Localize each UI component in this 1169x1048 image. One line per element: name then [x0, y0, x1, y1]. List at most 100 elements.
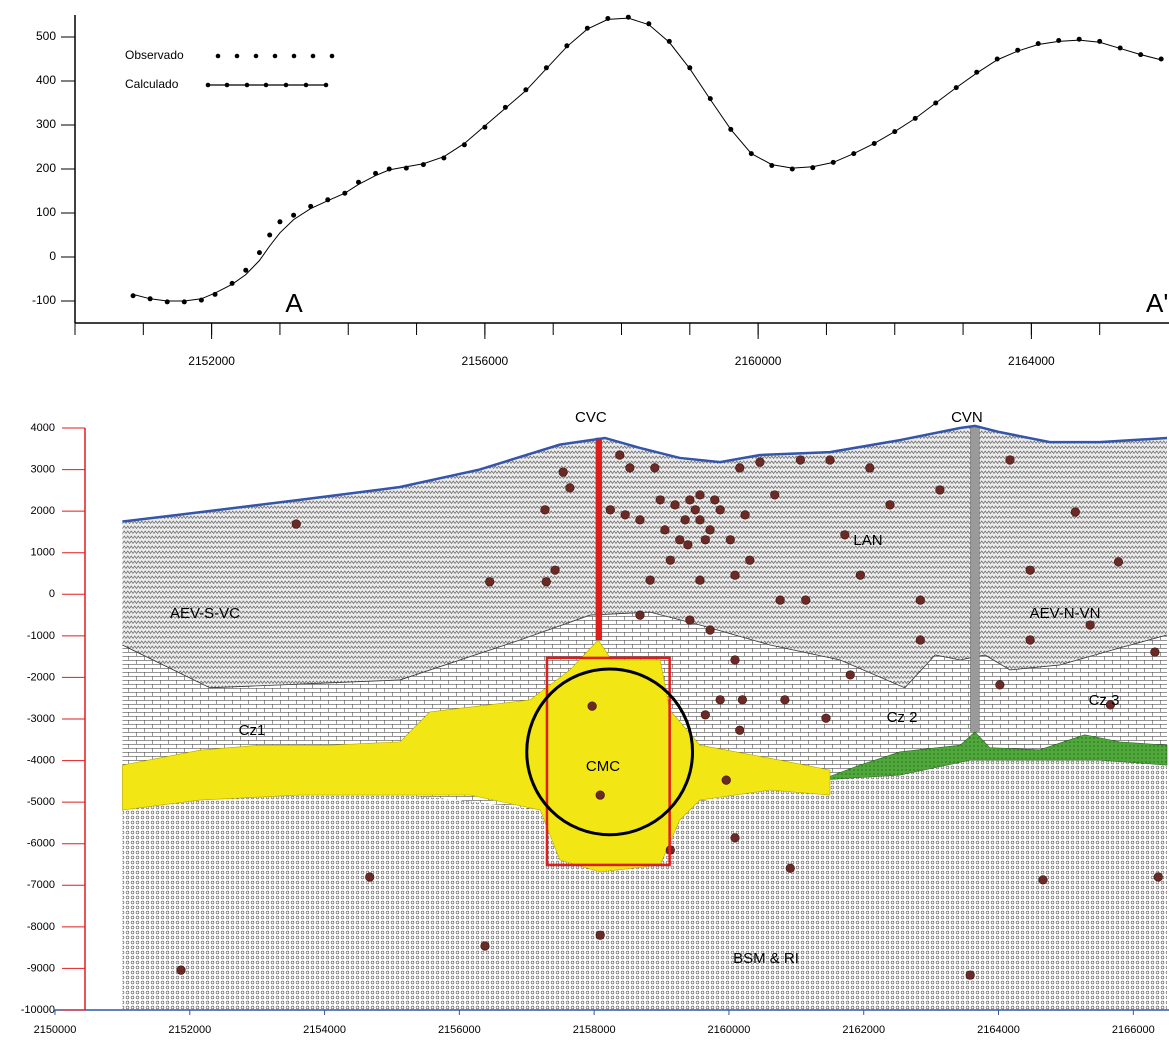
cross-section: CVC CVN 4000 3000 2000 1000 0 -1000 -2000 -3000 -4… — [21, 409, 1169, 1036]
observed-point — [564, 43, 570, 49]
annotation: A' — [1146, 288, 1168, 318]
earthquake — [1105, 700, 1115, 710]
earthquake — [721, 775, 731, 785]
legend-label: Observado — [125, 48, 184, 62]
legend-marker — [283, 82, 289, 88]
earthquake — [770, 490, 780, 500]
earthquake — [935, 485, 945, 495]
conduit-label: CVN — [951, 409, 983, 426]
gravity-profile: A A' Observado Calculado -100 0 100 200 300 4… — [32, 14, 1169, 368]
earthquake — [291, 519, 301, 529]
conduit-label: CVC — [575, 409, 607, 426]
y-tick-label: -3000 — [27, 713, 55, 725]
earthquake — [735, 725, 745, 735]
earthquake — [485, 577, 495, 587]
unit-label: BSM & RI — [733, 950, 799, 967]
earthquake — [665, 555, 675, 565]
legend-marker — [253, 53, 259, 59]
observed-point — [789, 166, 795, 172]
earthquake — [865, 463, 875, 473]
conduit — [970, 425, 980, 732]
observed-point — [130, 293, 136, 299]
observed-point — [256, 250, 262, 256]
earthquake — [715, 695, 725, 705]
unit-label: AEV-N-VN — [1030, 605, 1101, 622]
earthquake — [690, 505, 700, 515]
y-tick-label: 300 — [36, 117, 56, 131]
earthquake — [745, 555, 755, 565]
earthquake — [965, 970, 975, 980]
earthquake — [625, 463, 635, 473]
earthquake — [587, 701, 597, 711]
y-tick-label: 0 — [49, 588, 55, 600]
earthquake — [1085, 620, 1095, 630]
earthquake — [821, 713, 831, 723]
earthquake — [595, 790, 605, 800]
legend-marker — [310, 53, 316, 59]
x-tick-label: 2154000 — [303, 1024, 346, 1036]
earthquake — [885, 500, 895, 510]
earthquake — [670, 500, 680, 510]
earthquake — [1153, 872, 1163, 882]
earthquake — [825, 455, 835, 465]
y-tick-label: 2000 — [31, 505, 55, 517]
earthquake — [635, 515, 645, 525]
earthquake — [855, 570, 865, 580]
earthquake — [1150, 647, 1160, 657]
observed-point — [584, 25, 590, 31]
unit-label: AEV-S-VC — [170, 605, 240, 622]
observed-point — [181, 299, 187, 305]
y-tick-label: -10000 — [21, 1004, 55, 1016]
earthquake — [176, 965, 186, 975]
observed-point — [291, 212, 297, 218]
highlight-box — [545, 656, 671, 867]
earthquake — [685, 615, 695, 625]
earthquake — [737, 695, 748, 705]
legend-marker — [244, 82, 250, 88]
earthquake — [845, 670, 855, 680]
legend-marker — [323, 82, 329, 88]
earthquake — [700, 535, 710, 545]
earthquake — [801, 595, 811, 605]
earthquake — [915, 595, 925, 605]
legend-marker — [224, 82, 230, 88]
y-tick-label: -4000 — [27, 754, 55, 766]
legend-marker — [234, 53, 240, 59]
conduit — [595, 437, 603, 641]
earthquake — [660, 525, 670, 535]
basement-layer — [122, 760, 1168, 1010]
observed-point — [277, 219, 283, 225]
y-tick-label: 0 — [49, 249, 56, 263]
earthquake — [620, 510, 630, 520]
x-tick-label: 2156000 — [438, 1024, 481, 1036]
observed-point — [461, 142, 467, 148]
annotation: A — [285, 288, 303, 318]
earthquake — [680, 515, 690, 525]
earthquake — [840, 530, 850, 540]
observed-point — [243, 267, 249, 273]
unit-label: Cz 2 — [887, 709, 918, 726]
y-tick-label: 500 — [36, 29, 56, 43]
y-tick-label: 3000 — [31, 463, 55, 475]
earthquake — [685, 495, 695, 505]
y-tick-label: -9000 — [27, 962, 55, 974]
highlight-circle — [525, 667, 695, 837]
earthquake — [795, 455, 805, 465]
x-tick-label: 2152000 — [188, 354, 235, 368]
unit-label: CMC — [586, 758, 620, 775]
earthquake — [695, 515, 705, 525]
observed-point — [666, 38, 672, 44]
earthquake — [755, 457, 765, 467]
observed-point — [502, 104, 508, 110]
earthquake — [700, 710, 710, 720]
earthquake — [655, 495, 665, 505]
earthquake — [995, 680, 1005, 690]
y-tick-label: -2000 — [27, 671, 55, 683]
legend-marker — [291, 53, 297, 59]
calculated-line — [132, 17, 1162, 302]
y-tick-label: 400 — [36, 73, 56, 87]
unit-label: LAN — [853, 532, 882, 549]
green-body — [819, 731, 1168, 781]
